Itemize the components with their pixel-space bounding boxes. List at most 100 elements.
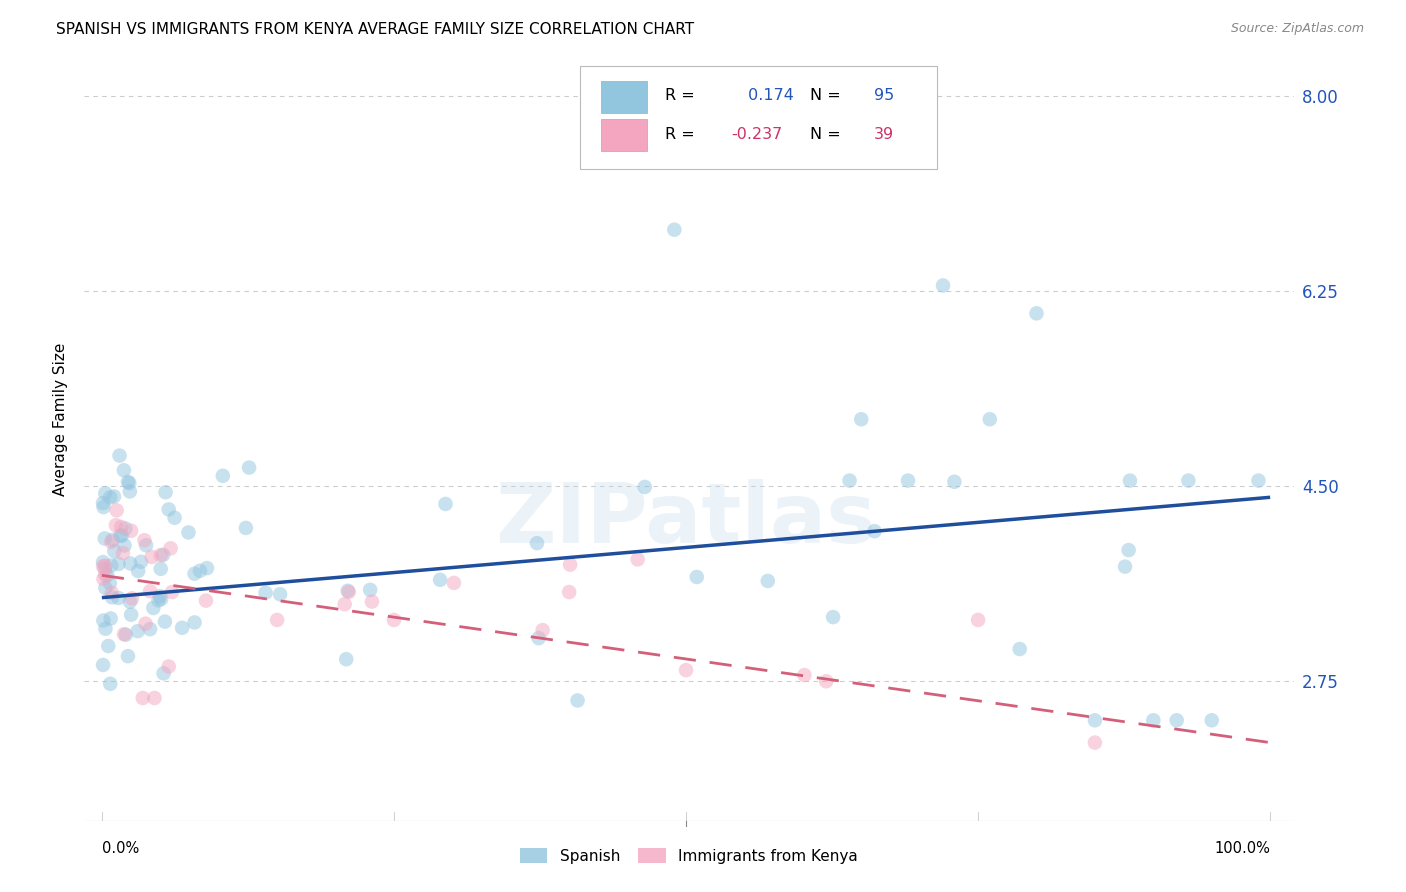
- Point: [163, 510, 186, 524]
- Point: [851, 412, 873, 426]
- Point: [361, 594, 384, 608]
- Text: Average Family Size: Average Family Size: [53, 343, 69, 496]
- Point: [567, 693, 589, 707]
- Point: [634, 480, 657, 494]
- Point: [967, 613, 990, 627]
- Point: [107, 557, 129, 571]
- Point: [1177, 474, 1199, 488]
- Point: [127, 564, 149, 578]
- Point: [100, 535, 122, 549]
- Point: [183, 615, 205, 630]
- Text: 39: 39: [875, 127, 894, 142]
- Point: [120, 557, 142, 571]
- Point: [94, 581, 117, 595]
- Point: [160, 585, 183, 599]
- Point: [155, 485, 177, 500]
- Point: [148, 593, 170, 607]
- Point: [1118, 543, 1140, 558]
- Point: [194, 593, 217, 607]
- Point: [1008, 642, 1031, 657]
- Point: [100, 558, 122, 573]
- Point: [150, 591, 173, 606]
- Point: [108, 449, 131, 463]
- Point: [107, 591, 129, 605]
- Point: [100, 611, 122, 625]
- Point: [114, 628, 136, 642]
- Point: [110, 528, 132, 542]
- Point: [121, 591, 143, 606]
- Text: R =: R =: [665, 88, 700, 103]
- Point: [118, 595, 141, 609]
- Point: [135, 538, 157, 552]
- Text: N =: N =: [810, 88, 846, 103]
- FancyBboxPatch shape: [600, 81, 647, 113]
- Point: [153, 615, 176, 629]
- Point: [112, 627, 135, 641]
- Point: [526, 536, 548, 550]
- Point: [120, 524, 142, 538]
- Point: [104, 518, 127, 533]
- FancyBboxPatch shape: [600, 120, 647, 151]
- Point: [558, 558, 581, 572]
- Point: [139, 584, 162, 599]
- Point: [91, 657, 114, 672]
- Point: [94, 558, 117, 573]
- Point: [91, 559, 114, 574]
- Point: [1084, 735, 1107, 749]
- Point: [149, 548, 172, 562]
- Point: [382, 613, 405, 627]
- Point: [91, 496, 114, 510]
- Text: SPANISH VS IMMIGRANTS FROM KENYA AVERAGE FAMILY SIZE CORRELATION CHART: SPANISH VS IMMIGRANTS FROM KENYA AVERAGE…: [56, 22, 695, 37]
- Point: [235, 521, 257, 535]
- Point: [111, 529, 134, 543]
- Point: [756, 574, 779, 588]
- Point: [132, 690, 155, 705]
- Point: [183, 566, 205, 581]
- Point: [98, 491, 121, 505]
- Point: [93, 614, 115, 628]
- Point: [101, 591, 124, 605]
- Text: N =: N =: [810, 127, 846, 142]
- Point: [93, 572, 115, 586]
- Point: [254, 586, 277, 600]
- Point: [134, 533, 156, 548]
- Point: [686, 570, 709, 584]
- Point: [117, 649, 139, 664]
- Point: [110, 520, 132, 534]
- Point: [91, 555, 114, 569]
- Point: [429, 573, 451, 587]
- Point: [143, 690, 166, 705]
- Point: [211, 468, 233, 483]
- Point: [94, 562, 117, 576]
- Legend: Spanish, Immigrants from Kenya: Spanish, Immigrants from Kenya: [513, 842, 865, 870]
- Point: [114, 521, 136, 535]
- Point: [139, 622, 162, 636]
- Point: [1247, 474, 1270, 488]
- Point: [114, 538, 136, 552]
- FancyBboxPatch shape: [581, 66, 936, 169]
- Point: [142, 601, 165, 615]
- Point: [159, 541, 181, 556]
- Point: [172, 621, 194, 635]
- Point: [823, 610, 845, 624]
- Point: [152, 666, 174, 681]
- Point: [863, 524, 886, 538]
- Point: [1119, 474, 1142, 488]
- Point: [101, 533, 124, 547]
- Point: [675, 663, 697, 677]
- Point: [1142, 714, 1164, 728]
- Point: [117, 475, 139, 489]
- Point: [1201, 714, 1223, 728]
- Point: [135, 616, 157, 631]
- Point: [558, 585, 581, 599]
- Text: 100.0%: 100.0%: [1215, 840, 1270, 855]
- Point: [335, 652, 357, 666]
- Point: [98, 576, 121, 591]
- Point: [94, 486, 117, 500]
- Point: [152, 548, 174, 562]
- Point: [157, 659, 180, 673]
- Point: [979, 412, 1001, 426]
- Point: [527, 631, 550, 645]
- Text: R =: R =: [665, 127, 700, 142]
- Point: [337, 585, 360, 599]
